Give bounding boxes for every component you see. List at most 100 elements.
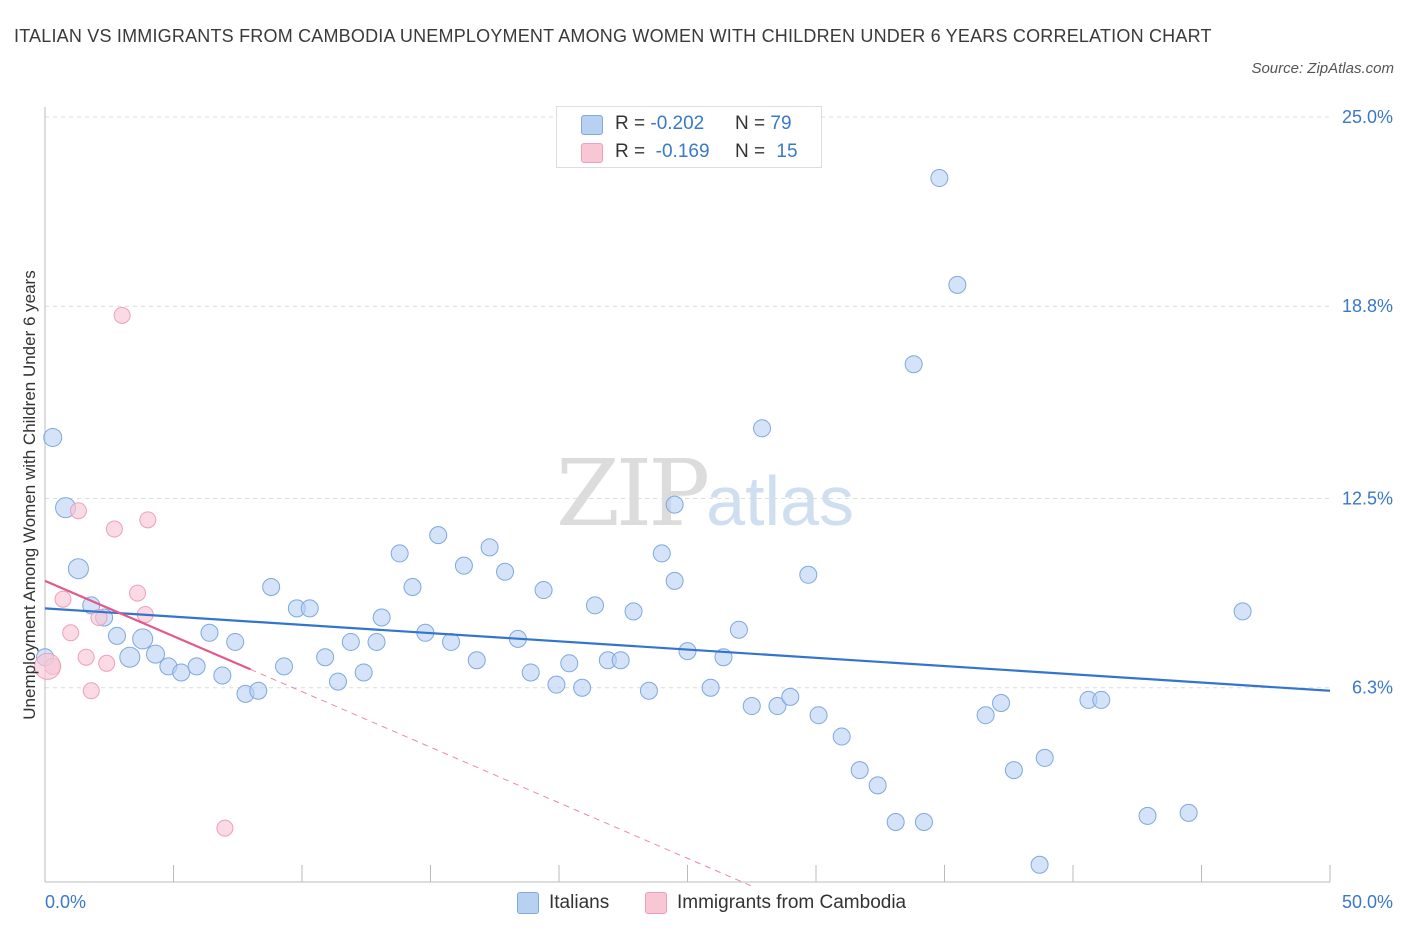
italians-point <box>611 651 630 670</box>
italians-point <box>652 544 671 563</box>
italians-point <box>132 628 154 650</box>
legend-swatch-cambodia <box>581 143 603 163</box>
italians-point <box>467 651 486 670</box>
italians-point <box>43 427 63 447</box>
italians-point <box>886 813 905 832</box>
source-label: Source: ZipAtlas.com <box>1251 60 1394 77</box>
italians-point <box>665 495 684 514</box>
italians-point <box>904 355 923 374</box>
italians-point <box>914 813 933 832</box>
italians-point <box>547 675 566 694</box>
cambodia-point <box>34 652 62 680</box>
italians-point <box>850 761 869 780</box>
italians-point <box>249 681 268 700</box>
italians-point <box>429 526 448 545</box>
italians-point <box>200 623 219 642</box>
legend-n-italians: N = 79 <box>735 111 792 137</box>
cambodia-point <box>69 502 87 520</box>
italians-point <box>573 678 592 697</box>
italians-point <box>341 632 360 651</box>
legend-r-cambodia: R = -0.169 <box>615 139 710 165</box>
italians-point <box>768 697 787 716</box>
cambodia-trend-extension <box>250 668 752 887</box>
italians-point <box>107 626 126 645</box>
legend-swatch-cambodia <box>645 892 667 914</box>
italians-point <box>1179 803 1198 822</box>
italians-point <box>930 169 949 188</box>
y-axis-label: Unemployment Among Women with Children U… <box>20 270 39 720</box>
italians-point <box>300 599 319 618</box>
r-label: R = <box>615 113 651 134</box>
legend-label-cambodia: Immigrants from Cambodia <box>677 892 907 913</box>
italians-point <box>1092 690 1111 709</box>
italians-trend-line <box>44 607 1331 692</box>
cambodia-point <box>77 648 95 666</box>
italians-point <box>172 663 191 682</box>
italians-point <box>213 666 232 685</box>
italians-point <box>799 565 818 584</box>
italians-point <box>809 706 828 725</box>
r-value: -0.202 <box>650 113 705 134</box>
italians-point <box>976 706 995 725</box>
italians-point <box>496 562 515 581</box>
italians-point <box>442 632 461 651</box>
r-value: -0.169 <box>650 141 710 162</box>
legend-r-italians: R = -0.202 <box>615 111 704 137</box>
legend-swatch-italians <box>517 892 539 914</box>
cambodia-point <box>54 590 72 608</box>
n-label: N = <box>735 141 771 162</box>
italians-point <box>275 657 294 676</box>
italians-point <box>781 687 800 706</box>
italians-point <box>403 578 422 597</box>
italians-point <box>328 672 347 691</box>
cambodia-point <box>90 609 108 627</box>
italians-point <box>753 419 772 438</box>
cambodia-point <box>98 654 116 672</box>
italians-point <box>534 581 553 600</box>
italians-point <box>367 632 386 651</box>
italians-point <box>67 558 89 580</box>
italians-point <box>665 571 684 590</box>
chart-title: ITALIAN VS IMMIGRANTS FROM CAMBODIA UNEM… <box>14 26 1212 46</box>
cambodia-point <box>62 624 80 642</box>
cambodia-point <box>105 520 123 538</box>
n-value: 15 <box>776 141 798 162</box>
italians-point <box>729 620 748 639</box>
legend-n-cambodia: N = 15 <box>735 139 798 165</box>
italians-point <box>868 776 887 795</box>
italians-point <box>1233 602 1252 621</box>
italians-point <box>832 727 851 746</box>
italians-point <box>454 556 473 575</box>
italians-point <box>316 648 335 667</box>
italians-point <box>639 681 658 700</box>
italians-point <box>992 693 1011 712</box>
n-label: N = <box>735 113 771 134</box>
italians-point <box>119 646 141 668</box>
y-tick-label: 12.5% <box>1342 489 1393 509</box>
italians-point <box>701 678 720 697</box>
y-tick-label: 25.0% <box>1342 107 1393 127</box>
cambodia-point <box>113 306 131 324</box>
italians-point <box>480 538 499 557</box>
italians-point <box>390 544 409 563</box>
y-tick-label: 6.3% <box>1352 678 1393 698</box>
cambodia-point <box>139 511 157 529</box>
italians-point <box>560 654 579 673</box>
cambodia-point <box>82 682 100 700</box>
r-label: R = <box>615 141 651 162</box>
italians-point <box>1138 806 1157 825</box>
italians-point <box>521 663 540 682</box>
italians-point <box>372 608 391 627</box>
italians-point <box>146 644 166 664</box>
italians-point <box>742 697 761 716</box>
italians-point <box>948 275 967 294</box>
series-legend: Italians Immigrants from Cambodia <box>0 890 1406 916</box>
legend-label-italians: Italians <box>549 892 610 913</box>
italians-point <box>678 642 697 661</box>
cambodia-point <box>129 584 147 602</box>
italians-point <box>1030 855 1049 874</box>
italians-point <box>262 578 281 597</box>
cambodia-trend-line <box>44 579 252 671</box>
italians-point <box>1004 761 1023 780</box>
